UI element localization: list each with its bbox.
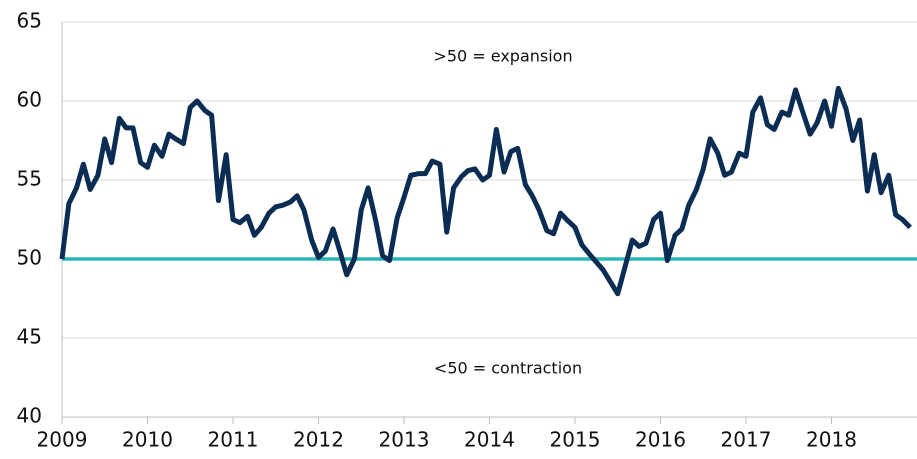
x-tick-label: 2009 <box>37 428 88 452</box>
y-tick-label: 65 <box>17 9 42 33</box>
x-tick-label: 2017 <box>721 428 772 452</box>
y-tick-label: 40 <box>17 404 42 428</box>
x-tick-label: 2011 <box>208 428 259 452</box>
annotation: >50 = expansion <box>433 47 572 66</box>
x-tick-label: 2018 <box>806 428 857 452</box>
x-tick-label: 2014 <box>464 428 515 452</box>
x-tick-label: 2015 <box>550 428 601 452</box>
x-tick-label: 2013 <box>379 428 430 452</box>
y-tick-label: 45 <box>17 325 42 349</box>
y-tick-label: 50 <box>17 246 42 270</box>
x-tick-label: 2016 <box>635 428 686 452</box>
y-tick-label: 55 <box>17 167 42 191</box>
y-tick-label: 60 <box>17 88 42 112</box>
x-tick-label: 2012 <box>293 428 344 452</box>
data-line <box>59 85 912 297</box>
x-tick-label: 2010 <box>122 428 173 452</box>
annotation: <50 = contraction <box>434 359 582 378</box>
